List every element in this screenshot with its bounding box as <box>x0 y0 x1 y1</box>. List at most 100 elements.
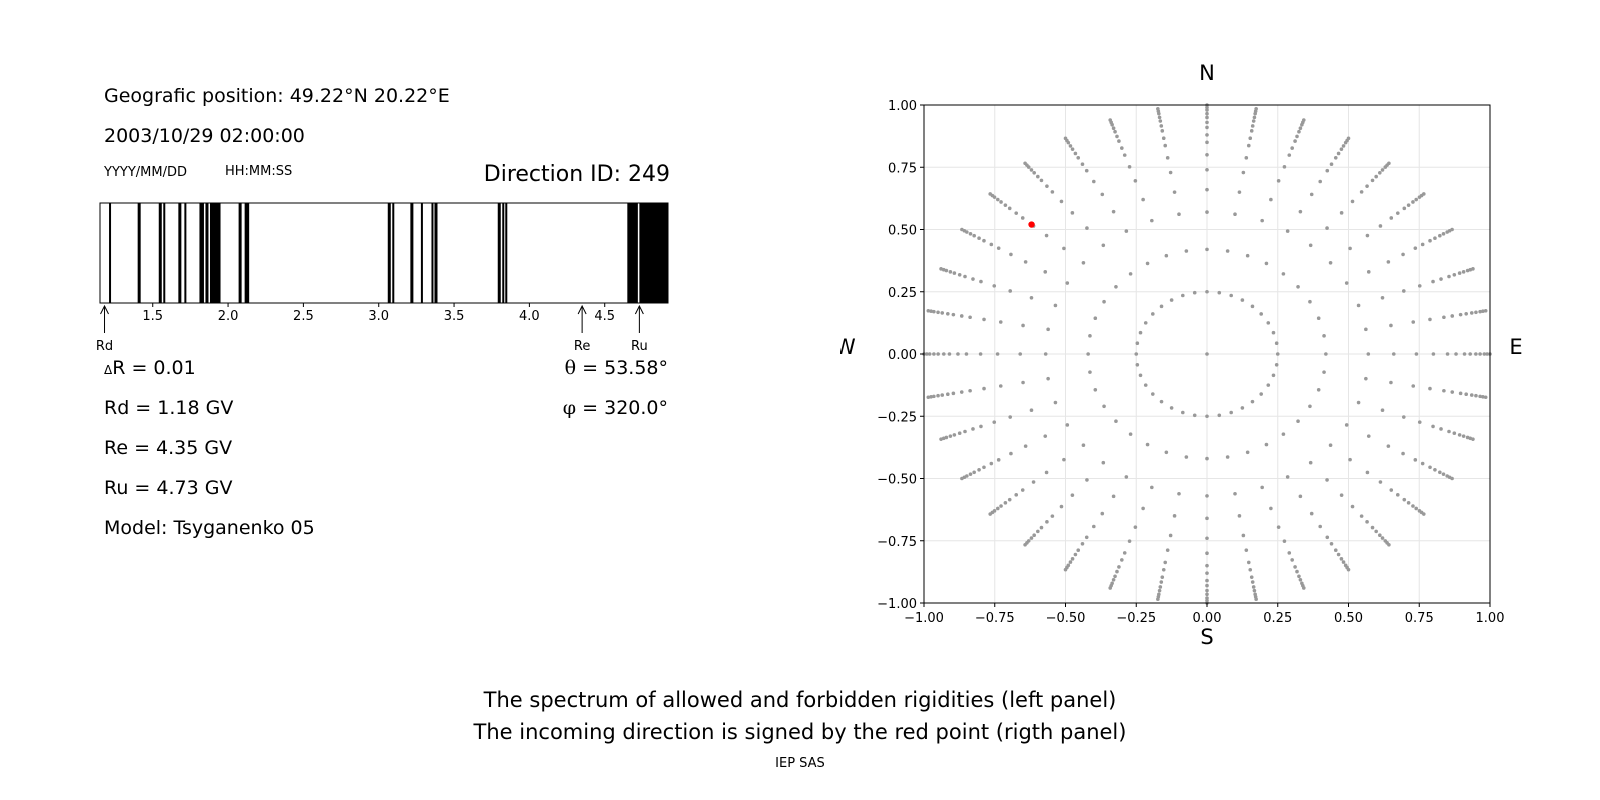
direction-point <box>988 192 993 196</box>
direction-point <box>1329 541 1334 546</box>
direction-point <box>1339 493 1344 497</box>
spectrum-bars <box>109 203 668 303</box>
direction-point <box>1266 383 1271 387</box>
direction-point <box>977 236 981 241</box>
direction-point <box>1439 277 1443 281</box>
direction-point <box>1169 406 1174 410</box>
direction-point <box>1478 309 1482 314</box>
direction-point <box>1205 105 1209 110</box>
direction-point <box>1366 434 1371 438</box>
direction-point <box>1364 327 1368 332</box>
direction-point <box>1366 270 1371 274</box>
direction-point <box>982 465 986 470</box>
direction-point <box>1205 167 1209 172</box>
direction-point <box>1336 151 1341 156</box>
direction-point <box>1290 558 1294 562</box>
direction-point <box>951 391 956 396</box>
direction-point <box>1297 574 1301 579</box>
theta-text: = 53.58° <box>582 357 668 379</box>
direction-point <box>1021 323 1025 328</box>
direction-point <box>1059 504 1064 509</box>
direction-point <box>929 309 933 313</box>
direction-point <box>1308 299 1312 304</box>
direction-point <box>1248 136 1253 141</box>
direction-point <box>1117 565 1121 569</box>
direction-point <box>1322 334 1326 338</box>
direction-point <box>1205 563 1209 568</box>
direction-point <box>1450 227 1454 232</box>
direction-point <box>968 315 972 320</box>
forbidden-band <box>244 203 250 303</box>
direction-point <box>1441 232 1446 236</box>
direction-point <box>1158 119 1163 123</box>
direction-point <box>1249 129 1254 133</box>
direction-point <box>948 270 953 274</box>
direction-point <box>1133 525 1138 529</box>
direction-point <box>1378 480 1383 484</box>
direction-point <box>1298 209 1303 214</box>
direction-point <box>1428 238 1432 243</box>
direction-point <box>1276 525 1281 529</box>
direction-point <box>1458 391 1463 396</box>
direction-point <box>1062 457 1066 462</box>
direction-point <box>982 317 986 322</box>
forbidden-band <box>199 203 204 303</box>
direction-point <box>1111 209 1116 214</box>
direction-point <box>982 386 986 391</box>
caption-line-1: The spectrum of allowed and forbidden ri… <box>483 688 1117 712</box>
direction-point <box>1341 560 1346 564</box>
direction-point <box>1481 309 1485 313</box>
direction-point <box>1100 511 1105 516</box>
direction-point <box>1117 139 1121 143</box>
direction-point <box>971 427 975 431</box>
direction-point <box>1018 352 1023 356</box>
direction-point <box>1124 229 1129 233</box>
direction-point <box>1457 271 1462 275</box>
direction-point <box>1297 129 1301 134</box>
direction-point <box>1395 211 1400 215</box>
direction-point <box>1281 432 1286 436</box>
direction-point <box>1150 485 1154 490</box>
direction-point <box>1445 352 1450 356</box>
direction-point <box>1113 574 1117 579</box>
forbidden-band <box>392 203 395 303</box>
direction-point <box>1471 267 1475 271</box>
direction-point <box>992 284 997 288</box>
forbidden-band <box>502 203 505 303</box>
direction-point <box>1308 460 1313 465</box>
direction-point <box>1111 494 1116 499</box>
direction-point <box>1127 539 1132 543</box>
north-label: N <box>1199 61 1215 85</box>
direction-point <box>1452 272 1457 277</box>
direction-point <box>979 424 983 429</box>
direction-point <box>1120 146 1124 150</box>
direction-point <box>1084 535 1089 540</box>
y-tick-label: −0.25 <box>877 410 917 425</box>
direction-point <box>978 352 983 356</box>
direction-point <box>1281 272 1286 276</box>
direction-point <box>1160 575 1165 579</box>
marker-label-rd: Rd <box>96 339 113 354</box>
direction-point <box>1252 115 1257 120</box>
direction-point <box>1145 261 1150 266</box>
direction-point <box>1063 136 1068 141</box>
direction-point <box>1007 497 1012 502</box>
direction-point <box>1264 261 1269 266</box>
direction-point <box>1275 352 1280 356</box>
direction-point <box>1481 395 1485 399</box>
direction-point <box>932 352 936 356</box>
direction-point <box>1205 133 1209 137</box>
direction-point <box>1282 165 1287 169</box>
direction-point <box>1401 289 1406 293</box>
direction-point <box>1128 432 1133 436</box>
direction-point <box>1374 174 1378 179</box>
direction-point <box>1205 108 1209 112</box>
direction-point <box>1150 218 1154 223</box>
direction-point <box>1401 451 1405 456</box>
direction-point <box>1151 392 1155 396</box>
direction-point <box>1080 162 1085 167</box>
direction-point <box>1356 303 1361 308</box>
direction-point <box>1008 289 1013 293</box>
direction-point <box>1065 423 1070 427</box>
scatter-points <box>922 103 1492 605</box>
